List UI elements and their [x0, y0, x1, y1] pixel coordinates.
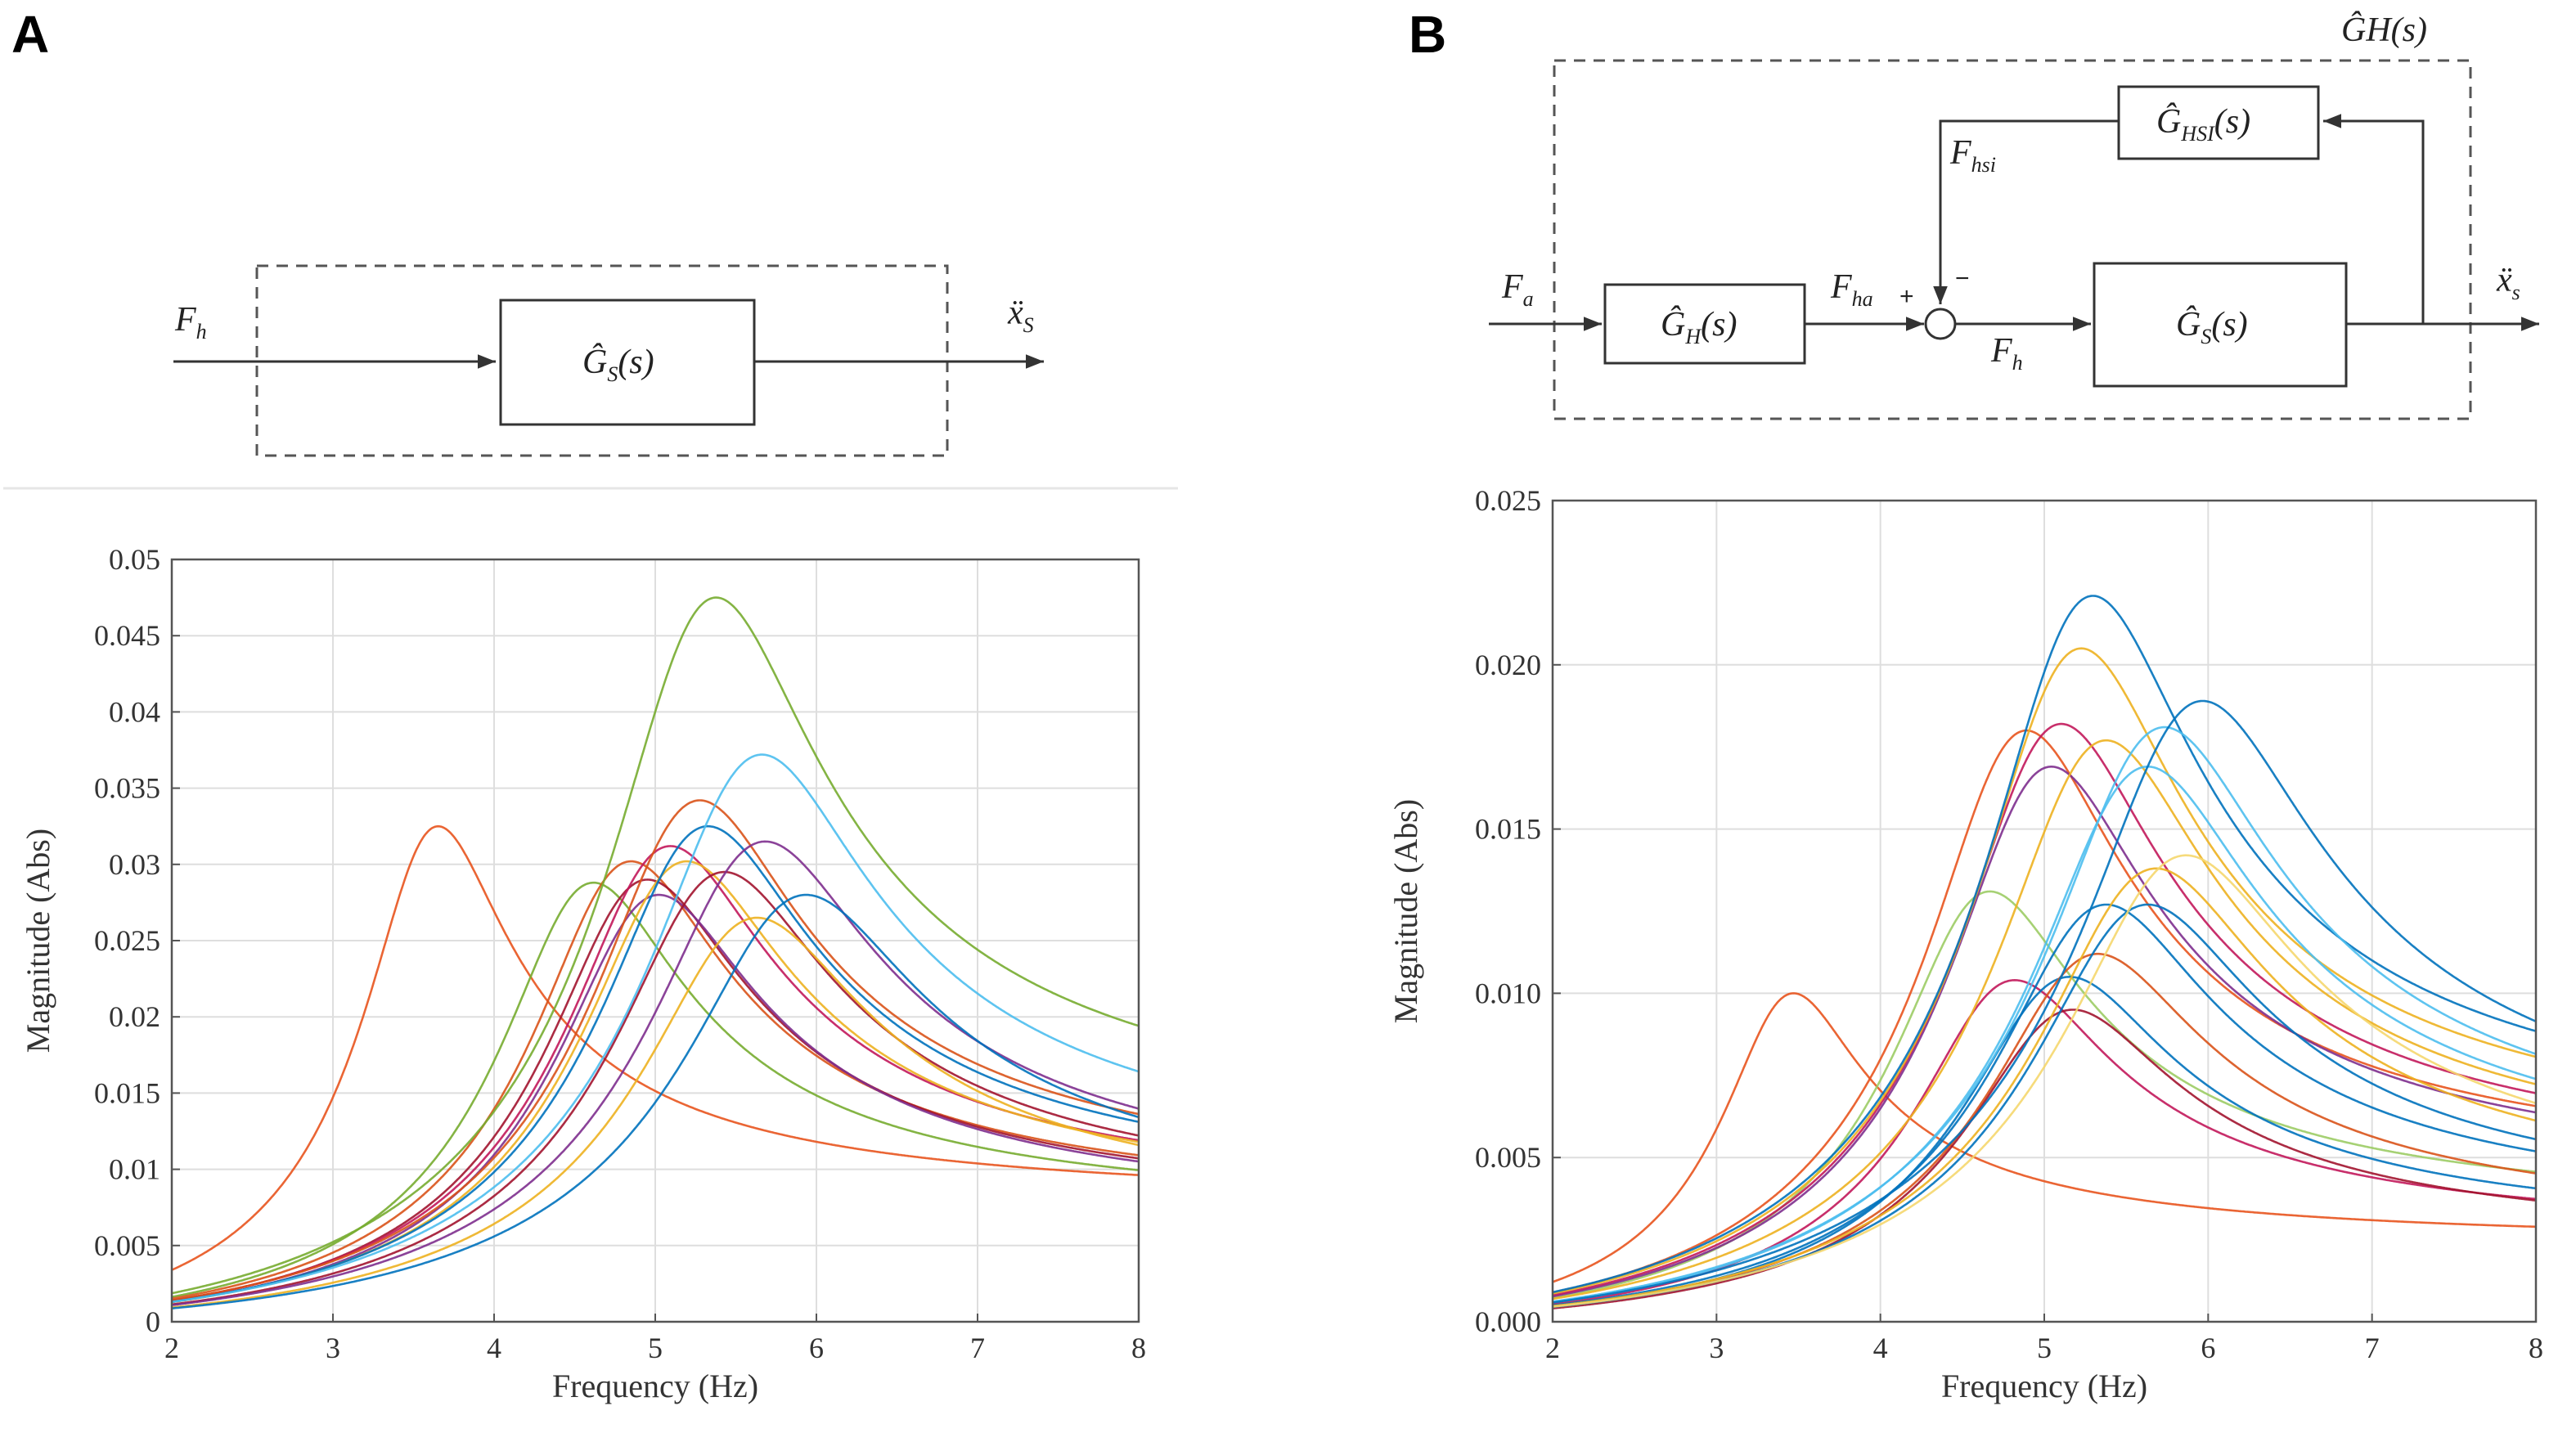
panel-b-series-s11 [1552, 595, 2537, 1294]
panel-b-xtick-label: 4 [1873, 1332, 1888, 1364]
panel-b-xtick-label: 2 [1545, 1332, 1560, 1364]
panel-a-ytick-label: 0.045 [94, 619, 160, 652]
panel-a-ytick-label: 0 [146, 1305, 160, 1338]
panel-a-input-label: Fh [174, 301, 207, 344]
panel-b-ytick-label: 0.015 [1475, 813, 1541, 846]
panel-b-xtick-label: 5 [2037, 1332, 2052, 1364]
panel-b-fh-label: Fh [1990, 332, 2023, 375]
panel-b-fha-label: Fha [1830, 268, 1873, 311]
panel-b-series-s4 [1552, 729, 2537, 1294]
panel-a-xtick-label: 8 [1131, 1332, 1146, 1364]
panel-a-series-s12 [171, 916, 1140, 1309]
panel-a-series-s1 [171, 824, 1139, 1271]
panel-a-xtick-label: 6 [809, 1332, 824, 1364]
panel-b-xtick-label: 8 [2529, 1332, 2543, 1364]
panel-b-ytick-label: 0.010 [1475, 977, 1541, 1009]
panel-a-xtick-label: 2 [164, 1332, 179, 1364]
panel-a-xtick-label: 3 [326, 1332, 340, 1364]
panel-b-ghsi-block [2117, 85, 2320, 160]
panel-a-series-s2 [171, 881, 1140, 1298]
panel-b-series-s18 [1552, 854, 2537, 1308]
panel-b-ytick-label: 0.005 [1475, 1141, 1541, 1174]
panel-b-gs-block [2093, 262, 2348, 388]
panel-b-series-s13 [1552, 903, 2537, 1307]
panel-b-block-diagram: ĜH(s) Fa ĜH(s) Fha + − Fh ĜS(s) ẍs ĜHSI(… [1489, 11, 2539, 420]
panel-a-xtick-label: 4 [487, 1332, 501, 1364]
panel-a-ytick-label: 0.03 [109, 848, 160, 881]
panel-b-ytick-label: 0.020 [1475, 649, 1541, 681]
panel-a-xtick-label: 5 [648, 1332, 663, 1364]
panel-a-ytick-label: 0.005 [94, 1229, 160, 1262]
panel-a-series-s9 [171, 824, 1140, 1303]
panel-b-gs-label: ĜS(s) [2176, 305, 2248, 348]
panel-b-xtick-label: 3 [1709, 1332, 1724, 1364]
panel-a-ytick-label: 0.035 [94, 772, 160, 805]
panel-b-series-s1 [1552, 992, 2536, 1283]
panel-a-series-s15 [171, 893, 1140, 1309]
panel-b-series-s12 [1552, 739, 2537, 1300]
panel-b-output-label: ẍs [2496, 262, 2520, 304]
panel-a-gs-label: ĜS(s) [582, 343, 654, 386]
panel-a-series-s8 [171, 799, 1140, 1302]
panel-a-x-axis-title: Frequency (Hz) [552, 1368, 758, 1404]
panel-b-chart: 2 3 4 5 6 7 8 0.000 0.005 0.010 0.015 0.020 0.025 Fre… [1387, 484, 2543, 1404]
panel-a-series-s13 [171, 753, 1140, 1304]
panel-b-input-label: Fa [1501, 268, 1534, 311]
panel-a-chart: 2 3 4 5 6 7 8 0 0.005 0.01 0.015 0.02 0.025 0.03 0.035… [20, 543, 1146, 1404]
panel-a-y-axis-title: Magnitude (Abs) [20, 829, 56, 1053]
panel-b-dashed-enclosure [1553, 59, 2472, 420]
panel-b-series-s10 [1552, 952, 2537, 1309]
panel-a-series-s5 [171, 893, 1140, 1304]
panel-a-ytick-label: 0.01 [109, 1153, 160, 1186]
panel-b-y-axis-title: Magnitude (Abs) [1387, 799, 1424, 1023]
panel-a-ytick-label: 0.02 [109, 1000, 160, 1033]
panel-b-plus-sign: + [1899, 283, 1914, 310]
panel-a-series-s3 [171, 860, 1140, 1300]
panel-a-ytick-label: 0.015 [94, 1076, 160, 1109]
panel-b-fhsi-label: Fhsi [1949, 134, 1996, 177]
panel-b-series-s6 [1552, 722, 2537, 1296]
panel-b-minus-sign: − [1955, 265, 1970, 292]
panel-b-series-s9 [1552, 647, 2537, 1295]
panel-b-letter: B [1409, 5, 1446, 64]
panel-b-ghsi-label: ĜHSI(s) [2156, 102, 2250, 146]
panel-a-series-s11 [171, 870, 1140, 1306]
panel-b-gh-label: ĜH(s) [1661, 305, 1737, 348]
panel-b-xtick-label: 7 [2365, 1332, 2380, 1364]
panel-b-ytick-label: 0.025 [1475, 484, 1541, 517]
panel-a-ytick-label: 0.04 [109, 695, 160, 728]
panel-b-enclosure-label: ĜH(s) [2341, 11, 2427, 49]
panel-a-gs-block [499, 299, 756, 426]
panel-b-series-s16 [1552, 867, 2537, 1308]
panel-a-series-s10 [171, 596, 1140, 1295]
panel-b-x-axis-title: Frequency (Hz) [1941, 1368, 2147, 1404]
panel-b-feedback-path-left [1933, 119, 2119, 304]
panel-a-output-label: ẍS [1007, 294, 1034, 337]
panel-b-summing-junction [1924, 308, 1957, 340]
panel-a-ytick-label: 0.05 [109, 543, 160, 576]
panel-b-series-s19 [1552, 699, 2537, 1304]
panel-b-xtick-label: 6 [2201, 1332, 2215, 1364]
panel-b-series-s5 [1552, 766, 2537, 1298]
panel-b-feedback-path-right [2323, 114, 2425, 324]
panel-a-block-diagram: Fh ĜS(s) ẍS [173, 264, 1044, 457]
panel-b-ytick-label: 0.000 [1475, 1305, 1541, 1338]
panel-a-letter: A [11, 5, 49, 64]
panel-a-ytick-label: 0.025 [94, 924, 160, 957]
panel-b-series-s17 [1552, 725, 2537, 1303]
panel-a-xtick-label: 7 [970, 1332, 985, 1364]
panel-b-series-s8 [1552, 1009, 2537, 1309]
